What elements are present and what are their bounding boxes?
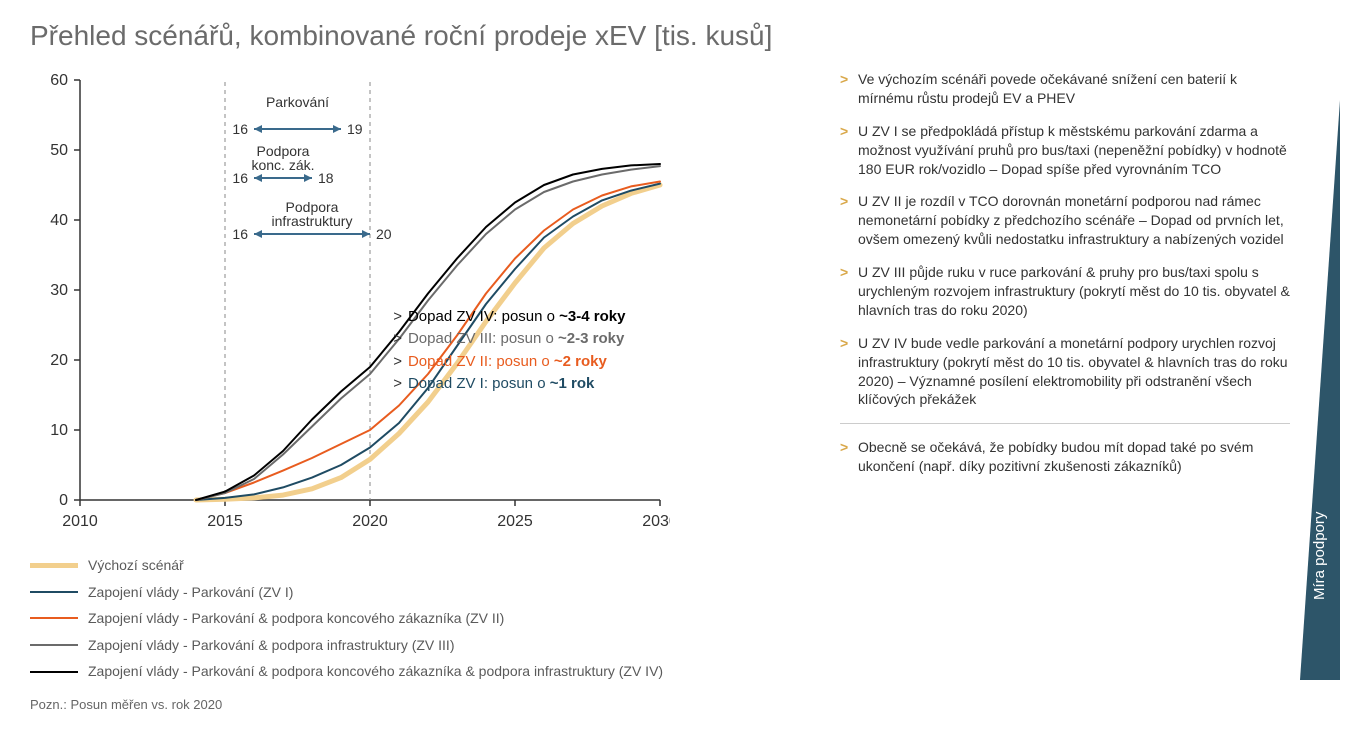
svg-text:Parkování: Parkování (266, 94, 329, 110)
legend-row: Zapojení vlády - Parkování (ZV I) (30, 579, 810, 606)
svg-text:60: 60 (50, 72, 68, 89)
legend-swatch (30, 671, 78, 673)
legend-label: Zapojení vlády - Parkování & podpora kon… (88, 658, 663, 685)
svg-text:konc. zák.: konc. zák. (251, 157, 314, 173)
svg-text:20: 20 (50, 352, 68, 369)
svg-text:2010: 2010 (62, 513, 98, 530)
legend-swatch (30, 644, 78, 646)
svg-text:30: 30 (50, 282, 68, 299)
svg-text:20: 20 (376, 226, 392, 242)
line-chart: 010203040506020102015202020252030Parková… (30, 70, 670, 540)
legend-label: Zapojení vlády - Parkování (ZV I) (88, 579, 293, 606)
bullet-item: U ZV IV bude vedle parkování a monetární… (840, 334, 1290, 410)
svg-text:2025: 2025 (497, 513, 533, 530)
svg-text:2020: 2020 (352, 513, 388, 530)
bullet-item: Obecně se očekává, že pobídky budou mít … (840, 438, 1290, 476)
footnote: Pozn.: Posun měřen vs. rok 2020 (30, 697, 810, 712)
legend-swatch (30, 563, 78, 568)
bullet-item: Ve výchozím scénáři povede očekávané sní… (840, 70, 1290, 108)
legend-row: Zapojení vlády - Parkování & podpora kon… (30, 658, 810, 685)
legend-row: Výchozí scénář (30, 552, 810, 579)
legend-label: Výchozí scénář (88, 552, 184, 579)
legend-row: Zapojení vlády - Parkování & podpora kon… (30, 605, 810, 632)
legend-swatch (30, 617, 78, 619)
legend-row: Zapojení vlády - Parkování & podpora inf… (30, 632, 810, 659)
svg-text:50: 50 (50, 142, 68, 159)
svg-text:Míra podpory: Míra podpory (1311, 511, 1328, 600)
svg-text:2015: 2015 (207, 513, 243, 530)
chart-column: 010203040506020102015202020252030Parková… (30, 70, 810, 712)
main-row: 010203040506020102015202020252030Parková… (30, 70, 1340, 712)
svg-text:infrastruktury: infrastruktury (272, 213, 353, 229)
legend-label: Zapojení vlády - Parkování & podpora inf… (88, 632, 455, 659)
bullets-list: Ve výchozím scénáři povede očekávané sní… (840, 70, 1290, 476)
legend: Výchozí scénářZapojení vlády - Parkování… (30, 552, 810, 685)
bullet-item: U ZV III půjde ruku v ruce parkování & p… (840, 263, 1290, 320)
bullets-column: Ve výchozím scénáři povede očekávané sní… (840, 70, 1340, 712)
legend-label: Zapojení vlády - Parkování & podpora kon… (88, 605, 504, 632)
svg-text:10: 10 (50, 422, 68, 439)
svg-text:16: 16 (232, 121, 248, 137)
chart-wrap: 010203040506020102015202020252030Parková… (30, 70, 670, 540)
svg-text:0: 0 (59, 492, 68, 509)
svg-text:2030: 2030 (642, 513, 670, 530)
bullet-item: U ZV I se předpokládá přístup k městském… (840, 122, 1290, 179)
legend-swatch (30, 591, 78, 593)
bullet-item: U ZV II je rozdíl v TCO dorovnán monetár… (840, 192, 1290, 249)
page-title: Přehled scénářů, kombinované roční prode… (30, 20, 1340, 52)
svg-text:18: 18 (318, 170, 334, 186)
support-triangle: Míra podpory (1300, 100, 1340, 680)
svg-text:19: 19 (347, 121, 363, 137)
bullets-separator (840, 423, 1290, 424)
svg-text:16: 16 (232, 170, 248, 186)
svg-text:40: 40 (50, 212, 68, 229)
svg-text:16: 16 (232, 226, 248, 242)
